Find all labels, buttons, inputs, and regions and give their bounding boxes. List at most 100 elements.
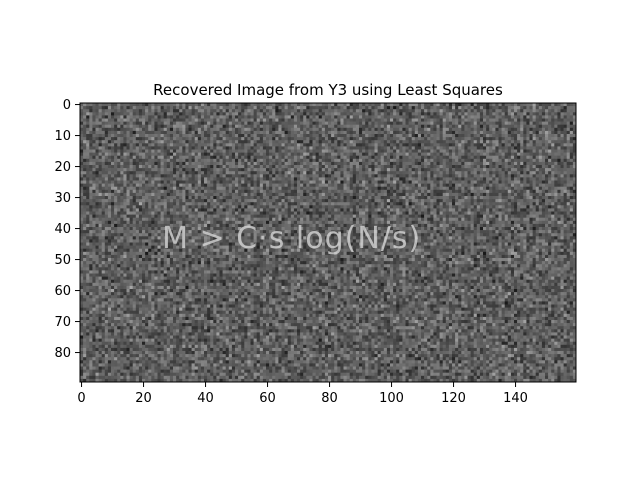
image-pixel	[213, 158, 217, 163]
image-pixel	[328, 109, 332, 113]
image-pixel	[290, 189, 295, 194]
image-pixel	[222, 106, 227, 110]
image-pixel	[417, 137, 422, 141]
image-pixel	[402, 158, 406, 163]
image-pixel	[346, 171, 351, 175]
image-pixel	[328, 140, 332, 144]
image-pixel	[142, 158, 146, 163]
image-pixel	[231, 112, 236, 116]
image-pixel	[210, 186, 214, 191]
image-pixel	[287, 118, 292, 122]
image-pixel	[324, 103, 329, 107]
image-pixel	[572, 192, 577, 197]
image-pixel	[535, 177, 540, 181]
image-pixel	[390, 146, 394, 150]
image-pixel	[390, 168, 394, 172]
image-pixel	[340, 183, 344, 188]
image-pixel	[448, 127, 453, 132]
image-pixel	[486, 186, 490, 191]
image-pixel	[439, 183, 444, 188]
image-pixel	[278, 137, 282, 141]
image-pixel	[83, 103, 87, 107]
image-pixel	[436, 168, 440, 172]
image-pixel	[554, 130, 558, 135]
image-pixel	[157, 168, 161, 172]
image-pixel	[402, 112, 406, 116]
image-pixel	[111, 140, 115, 144]
image-pixel	[523, 137, 527, 141]
image-pixel	[421, 180, 425, 184]
image-pixel	[523, 130, 527, 135]
image-pixel	[204, 130, 208, 135]
image-pixel	[430, 158, 434, 163]
image-pixel	[297, 140, 301, 144]
image-pixel	[520, 183, 524, 188]
image-pixel	[390, 189, 394, 194]
image-pixel	[132, 146, 137, 150]
image-pixel	[219, 186, 223, 191]
image-pixel	[138, 168, 143, 172]
image-pixel	[269, 174, 273, 178]
image-pixel	[405, 177, 409, 181]
image-pixel	[120, 168, 124, 172]
image-pixel	[262, 112, 267, 116]
image-pixel	[504, 183, 509, 188]
image-pixel	[200, 192, 205, 197]
image-pixel	[563, 171, 568, 175]
image-pixel	[272, 174, 276, 178]
image-pixel	[321, 134, 326, 138]
image-pixel	[179, 112, 183, 116]
image-pixel	[204, 183, 208, 188]
image-pixel	[197, 130, 202, 135]
image-pixel	[163, 118, 168, 122]
image-pixel	[284, 192, 289, 197]
image-pixel	[231, 140, 236, 144]
image-pixel	[489, 130, 493, 135]
image-pixel	[200, 115, 205, 119]
image-pixel	[132, 115, 137, 119]
image-pixel	[92, 171, 96, 175]
image-pixel	[148, 140, 152, 144]
image-pixel	[517, 118, 521, 122]
image-pixel	[399, 124, 403, 129]
image-pixel	[213, 127, 217, 132]
image-pixel	[467, 168, 471, 172]
image-pixel	[349, 112, 354, 116]
image-pixel	[303, 106, 307, 110]
image-pixel	[458, 118, 462, 122]
image-pixel	[247, 161, 251, 166]
image-pixel	[498, 186, 502, 191]
image-pixel	[151, 146, 155, 150]
image-pixel	[470, 143, 475, 147]
image-pixel	[504, 189, 509, 194]
image-pixel	[538, 130, 543, 135]
image-pixel	[405, 158, 409, 163]
image-pixel	[390, 158, 394, 163]
image-pixel	[117, 127, 121, 132]
image-pixel	[86, 149, 90, 153]
image-pixel	[160, 130, 165, 135]
image-pixel	[501, 115, 506, 119]
image-pixel	[526, 180, 530, 184]
image-pixel	[231, 174, 236, 178]
image-pixel	[241, 196, 245, 200]
image-pixel	[386, 152, 391, 157]
image-pixel	[402, 152, 406, 157]
image-pixel	[216, 127, 220, 132]
image-pixel	[135, 112, 140, 116]
image-pixel	[427, 183, 431, 188]
image-pixel	[114, 118, 118, 122]
image-pixel	[154, 183, 158, 188]
image-pixel	[188, 146, 192, 150]
image-pixel	[337, 140, 341, 144]
image-pixel	[501, 180, 506, 184]
image-pixel	[476, 134, 481, 138]
image-pixel	[501, 186, 506, 191]
image-pixel	[256, 115, 261, 119]
image-pixel	[365, 112, 369, 116]
image-pixel	[380, 143, 385, 147]
image-pixel	[120, 140, 124, 144]
image-pixel	[111, 130, 115, 135]
image-pixel	[393, 106, 397, 110]
image-pixel	[417, 106, 422, 110]
